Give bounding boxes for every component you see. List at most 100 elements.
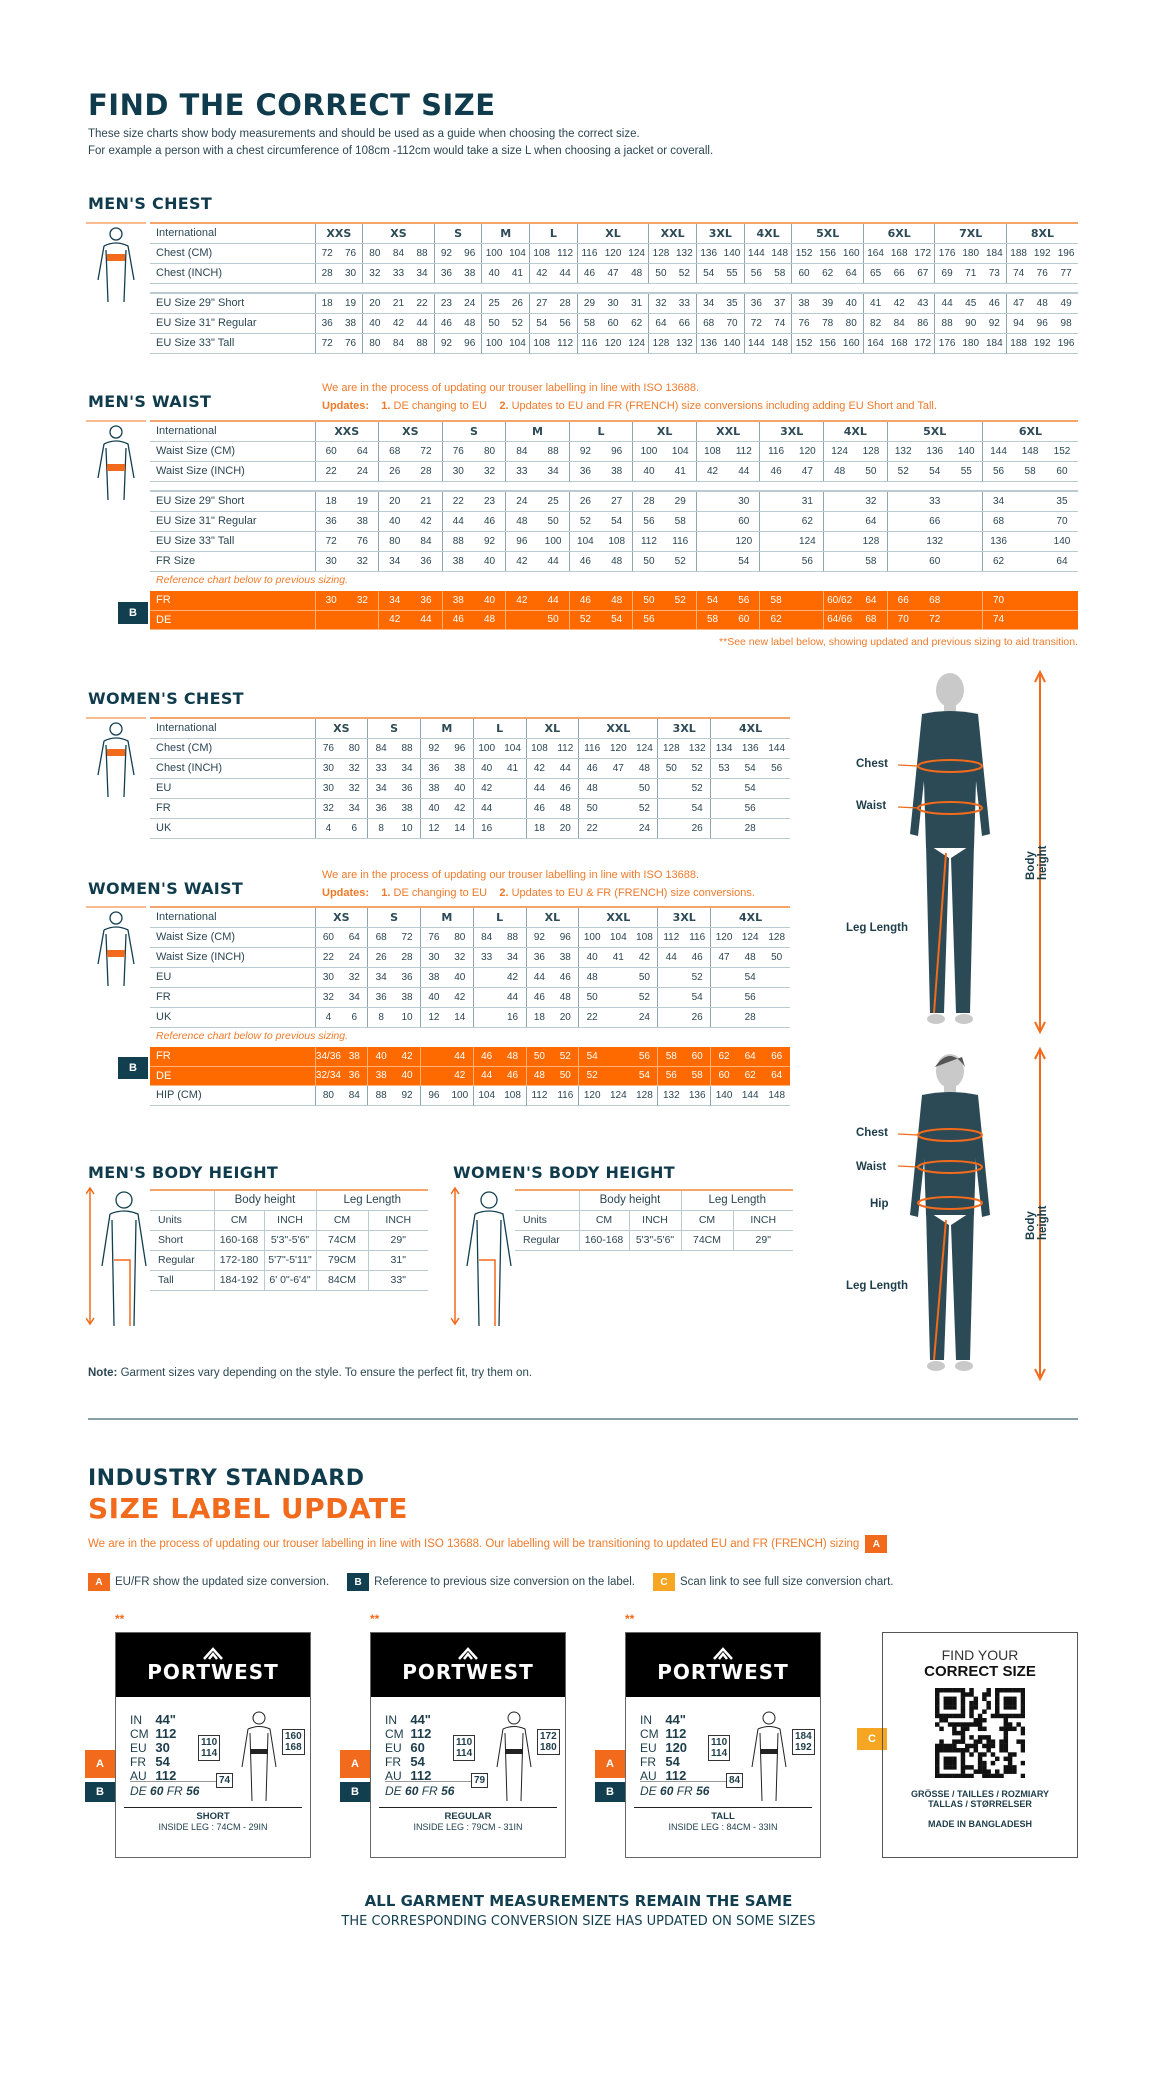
size-value: 30 bbox=[155, 1740, 170, 1755]
cell bbox=[419, 1066, 447, 1086]
cell: 46 bbox=[578, 758, 606, 779]
cell: 52 bbox=[505, 313, 530, 334]
cell: 28 bbox=[410, 461, 443, 482]
cell: 34 bbox=[378, 591, 411, 611]
leg-box: 84 bbox=[726, 1773, 744, 1788]
row-label: FR bbox=[150, 591, 315, 611]
cell: 136 bbox=[981, 531, 1015, 552]
cell bbox=[657, 778, 685, 799]
size-group-header: XL bbox=[525, 906, 579, 928]
cell bbox=[605, 818, 632, 839]
cell: 40 bbox=[473, 591, 506, 611]
cell: 47 bbox=[605, 758, 632, 779]
cell: 23 bbox=[473, 491, 506, 512]
cell: 88 bbox=[394, 738, 421, 759]
updates-label: Updates: bbox=[322, 887, 370, 899]
cell: 33 bbox=[386, 263, 411, 284]
size-value: 112 bbox=[665, 1768, 687, 1783]
cell: 22 bbox=[314, 947, 342, 968]
cell: 38 bbox=[341, 1047, 368, 1067]
size-key: EU bbox=[640, 1741, 657, 1755]
person-silhouette bbox=[910, 673, 990, 1024]
cell bbox=[823, 511, 856, 532]
size-value: 44" bbox=[410, 1712, 431, 1727]
cell: 120 bbox=[728, 531, 760, 552]
size-label-update-title: SIZE LABEL UPDATE bbox=[88, 1492, 409, 1525]
cell: 30 bbox=[314, 591, 347, 611]
header-row: International XXS XS S M L XL XXL 3XL 4XL 5XL 6XL bbox=[150, 420, 1078, 442]
table-row: Chest (CM) 76 80 84 88 92 96 100 104 108 112 116 120… bbox=[150, 738, 790, 759]
cell: 64 bbox=[855, 511, 888, 532]
cell bbox=[950, 591, 983, 611]
chest-figure-icon bbox=[86, 222, 146, 307]
cell: 33 bbox=[472, 947, 500, 968]
cell: 36 bbox=[410, 591, 443, 611]
table-row: Short 160-168 5'3"-5'6" 74CM 29" bbox=[150, 1230, 428, 1251]
cell: 108 bbox=[695, 441, 729, 462]
transition-note: **See new label below, showing updated a… bbox=[719, 636, 1078, 648]
size-value: 112 bbox=[410, 1768, 432, 1783]
size-key: EU bbox=[130, 1741, 147, 1755]
cell: 104 bbox=[505, 333, 530, 354]
cell: 76 bbox=[346, 531, 379, 552]
cell: 140 bbox=[950, 441, 983, 462]
cell: 41 bbox=[505, 263, 530, 284]
cell: 80 bbox=[341, 738, 368, 759]
cell: 84 bbox=[386, 243, 411, 264]
cell: 36 bbox=[394, 778, 421, 799]
cell: 38 bbox=[367, 1066, 395, 1086]
cell bbox=[763, 778, 790, 799]
row-label: Waist Size (CM) bbox=[150, 441, 315, 462]
update-line: We are in the process of updating our tr… bbox=[322, 869, 700, 881]
womens-waist-update-note: We are in the process of updating our tr… bbox=[322, 866, 755, 902]
cell bbox=[472, 1007, 500, 1028]
size-group-header: 4XL bbox=[743, 222, 792, 244]
row-label: EU Size 31" Regular bbox=[150, 511, 315, 532]
cell: 74 bbox=[768, 313, 792, 334]
cell: 52 bbox=[631, 798, 658, 819]
cell: 46 bbox=[552, 967, 579, 988]
cell: 68 bbox=[981, 511, 1015, 532]
label-previous-sizes: DE 60 FR 56 bbox=[130, 1781, 220, 1798]
cell: 44 bbox=[441, 511, 474, 532]
cell: 88 bbox=[410, 243, 435, 264]
chest-box-min: 110 bbox=[456, 1737, 473, 1748]
qr-code[interactable] bbox=[935, 1688, 1026, 1779]
cell: 176 bbox=[934, 243, 959, 264]
cell: 55 bbox=[720, 263, 745, 284]
person-outline-icon bbox=[86, 222, 146, 303]
cell: 136 bbox=[696, 333, 721, 354]
cell: 88 bbox=[934, 313, 959, 334]
size-group-header: XXS bbox=[314, 222, 363, 244]
cell: 47 bbox=[710, 947, 737, 968]
size-value: 112 bbox=[665, 1726, 687, 1741]
womens-body-height-title: WOMEN'S BODY HEIGHT bbox=[453, 1163, 675, 1182]
cell bbox=[657, 1007, 685, 1028]
label-header: PORTWEST bbox=[116, 1633, 310, 1697]
cell: 160 bbox=[839, 333, 864, 354]
figure-label-chest: Chest bbox=[856, 758, 888, 770]
cell: 36 bbox=[314, 313, 339, 334]
cell bbox=[499, 818, 526, 839]
cell: 32 bbox=[362, 263, 387, 284]
row-label: FR bbox=[150, 987, 315, 1008]
size-group-header: 3XL bbox=[759, 420, 824, 442]
fr-key: FR bbox=[166, 1784, 183, 1798]
cell: 40 bbox=[419, 798, 447, 819]
cell bbox=[791, 610, 824, 630]
cell: 136 bbox=[918, 441, 951, 462]
reference-text: Reference chart below to previous sizing… bbox=[156, 1030, 349, 1042]
table-row: EU 30 32 34 36 38 40 42 44 46 48 50 52 54 bbox=[150, 778, 790, 799]
cell: 116 bbox=[576, 333, 602, 354]
cell: 74CM bbox=[315, 1230, 368, 1251]
garment-note: Note: Garment sizes vary depending on th… bbox=[88, 1367, 532, 1379]
cell: 160 bbox=[839, 243, 864, 264]
womens-chest-title: WOMEN'S CHEST bbox=[88, 689, 244, 708]
cell: 120 bbox=[601, 243, 625, 264]
cell: 8 bbox=[367, 1007, 395, 1028]
size-group-header: S bbox=[441, 420, 506, 442]
cell: 34 bbox=[341, 798, 368, 819]
cell: 50 bbox=[631, 778, 658, 799]
cell: 52 bbox=[664, 591, 697, 611]
cell: 60 bbox=[314, 927, 342, 948]
